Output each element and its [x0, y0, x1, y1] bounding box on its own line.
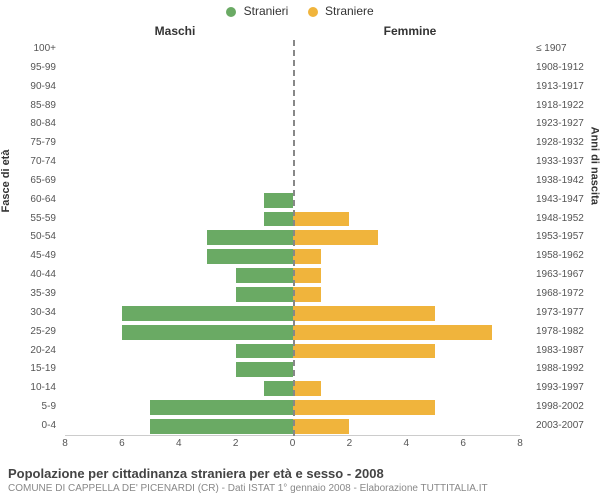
x-tick: 2: [233, 438, 239, 449]
x-tick: 4: [176, 438, 182, 449]
y-tick-birth: 1973-1977: [532, 304, 600, 323]
legend-item-female: Straniere: [308, 4, 374, 18]
chart-footer: Popolazione per cittadinanza straniera p…: [8, 466, 592, 494]
y-tick-age: 35-39: [0, 285, 60, 304]
y-tick-birth: 1948-1952: [532, 210, 600, 229]
population-pyramid-chart: Stranieri Straniere Maschi Femmine Fasce…: [0, 0, 600, 500]
y-tick-birth: 1998-2002: [532, 398, 600, 417]
bar-male: [150, 419, 292, 434]
bar-female: [293, 268, 321, 283]
y-tick-birth: 1953-1957: [532, 228, 600, 247]
bar-female: [293, 306, 435, 321]
bar-female: [293, 381, 321, 396]
x-axis: 8 6 4 2 0 2 4 6 8: [65, 436, 520, 452]
bar-female: [293, 419, 350, 434]
chart-subtitle: COMUNE DI CAPPELLA DE' PICENARDI (CR) - …: [8, 483, 592, 494]
y-tick-age: 30-34: [0, 304, 60, 323]
bar-male: [236, 362, 293, 377]
y-tick-birth: 1913-1917: [532, 78, 600, 97]
legend-label-male: Stranieri: [244, 4, 289, 18]
x-tick: 6: [460, 438, 466, 449]
bar-male: [207, 249, 292, 264]
chart-title: Popolazione per cittadinanza straniera p…: [8, 466, 592, 481]
y-tick-birth: 1988-1992: [532, 360, 600, 379]
y-tick-birth: 1978-1982: [532, 323, 600, 342]
y-tick-age: 65-69: [0, 172, 60, 191]
y-axis-left-ticks: 100+95-9990-9485-8980-8475-7970-7465-696…: [0, 40, 60, 436]
bar-female: [293, 287, 321, 302]
x-tick: 4: [403, 438, 409, 449]
y-tick-age: 40-44: [0, 266, 60, 285]
bar-male: [122, 325, 293, 340]
y-tick-age: 90-94: [0, 78, 60, 97]
bar-male: [150, 400, 292, 415]
y-tick-birth: 1963-1967: [532, 266, 600, 285]
y-tick-age: 45-49: [0, 247, 60, 266]
bar-male: [236, 344, 293, 359]
y-tick-age: 80-84: [0, 115, 60, 134]
y-tick-birth: 1928-1932: [532, 134, 600, 153]
y-tick-birth: ≤ 1907: [532, 40, 600, 59]
x-tick: 8: [62, 438, 68, 449]
swatch-female: [308, 7, 318, 17]
bar-male: [264, 381, 292, 396]
y-tick-age: 15-19: [0, 360, 60, 379]
y-axis-right-ticks: ≤ 19071908-19121913-19171918-19221923-19…: [532, 40, 600, 436]
legend-label-female: Straniere: [325, 4, 374, 18]
y-tick-age: 5-9: [0, 398, 60, 417]
x-tick: 6: [119, 438, 125, 449]
y-tick-age: 70-74: [0, 153, 60, 172]
x-tick: 8: [517, 438, 523, 449]
column-title-female: Femmine: [300, 24, 520, 38]
y-tick-birth: 2003-2007: [532, 417, 600, 436]
y-tick-birth: 1908-1912: [532, 59, 600, 78]
legend-item-male: Stranieri: [226, 4, 288, 18]
y-tick-age: 95-99: [0, 59, 60, 78]
swatch-male: [226, 7, 236, 17]
y-tick-birth: 1958-1962: [532, 247, 600, 266]
center-divider: [293, 40, 295, 436]
y-tick-birth: 1938-1942: [532, 172, 600, 191]
bar-male: [207, 230, 292, 245]
x-tick: 2: [347, 438, 353, 449]
bar-female: [293, 212, 350, 227]
y-tick-age: 50-54: [0, 228, 60, 247]
bar-male: [264, 212, 292, 227]
y-tick-age: 25-29: [0, 323, 60, 342]
x-tick: 0: [290, 438, 296, 449]
bar-male: [264, 193, 292, 208]
legend: Stranieri Straniere: [0, 4, 600, 18]
plot-area: [65, 40, 520, 436]
y-tick-birth: 1933-1937: [532, 153, 600, 172]
y-tick-birth: 1918-1922: [532, 97, 600, 116]
bar-male: [236, 268, 293, 283]
y-tick-birth: 1983-1987: [532, 342, 600, 361]
y-tick-age: 10-14: [0, 379, 60, 398]
bar-female: [293, 344, 435, 359]
y-tick-age: 100+: [0, 40, 60, 59]
y-tick-birth: 1968-1972: [532, 285, 600, 304]
y-tick-birth: 1923-1927: [532, 115, 600, 134]
y-tick-age: 0-4: [0, 417, 60, 436]
bar-female: [293, 325, 492, 340]
bar-female: [293, 249, 321, 264]
y-tick-age: 85-89: [0, 97, 60, 116]
bar-female: [293, 400, 435, 415]
y-tick-birth: 1943-1947: [532, 191, 600, 210]
y-tick-age: 75-79: [0, 134, 60, 153]
y-tick-birth: 1993-1997: [532, 379, 600, 398]
bar-male: [236, 287, 293, 302]
column-title-male: Maschi: [65, 24, 285, 38]
bar-female: [293, 230, 378, 245]
y-tick-age: 60-64: [0, 191, 60, 210]
y-tick-age: 20-24: [0, 342, 60, 361]
bar-male: [122, 306, 293, 321]
y-tick-age: 55-59: [0, 210, 60, 229]
